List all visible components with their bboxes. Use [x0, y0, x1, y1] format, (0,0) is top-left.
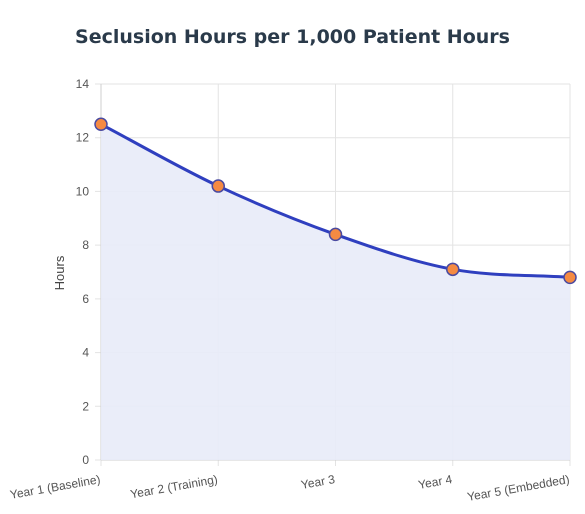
y-tick-label-12: 12 [76, 131, 90, 145]
area-fill [101, 124, 570, 461]
y-tick-labels: 0 2 4 6 8 10 12 14 [76, 77, 90, 467]
data-point-4[interactable] [563, 270, 577, 285]
y-axis-label: Hours [52, 255, 67, 290]
x-tick-label-1: Year 2 (Training) [129, 472, 219, 501]
y-tick-label-2: 2 [82, 399, 89, 413]
x-tick-label-4: Year 5 (Embedded) [466, 472, 570, 504]
data-point-3[interactable] [446, 262, 460, 277]
y-tick-label-8: 8 [82, 238, 89, 252]
x-tick-label-0: Year 1 (Baseline) [9, 472, 102, 502]
chart-title: Seclusion Hours per 1,000 Patient Hours [75, 26, 510, 48]
y-tick-label-10: 10 [76, 184, 90, 198]
y-tick-label-6: 6 [82, 292, 89, 306]
y-tick-label-0: 0 [82, 453, 89, 467]
data-point-2[interactable] [328, 227, 343, 242]
x-tick-label-2: Year 3 [300, 472, 336, 492]
x-tick-labels: Year 1 (Baseline) Year 2 (Training) Year 3… [9, 472, 571, 504]
y-tick-label-4: 4 [82, 346, 89, 360]
data-point-1[interactable] [211, 179, 225, 193]
data-points [94, 117, 577, 285]
data-point-0[interactable] [94, 117, 108, 132]
y-tick-label-14: 14 [76, 77, 90, 91]
x-tick-label-3: Year 4 [417, 472, 453, 492]
